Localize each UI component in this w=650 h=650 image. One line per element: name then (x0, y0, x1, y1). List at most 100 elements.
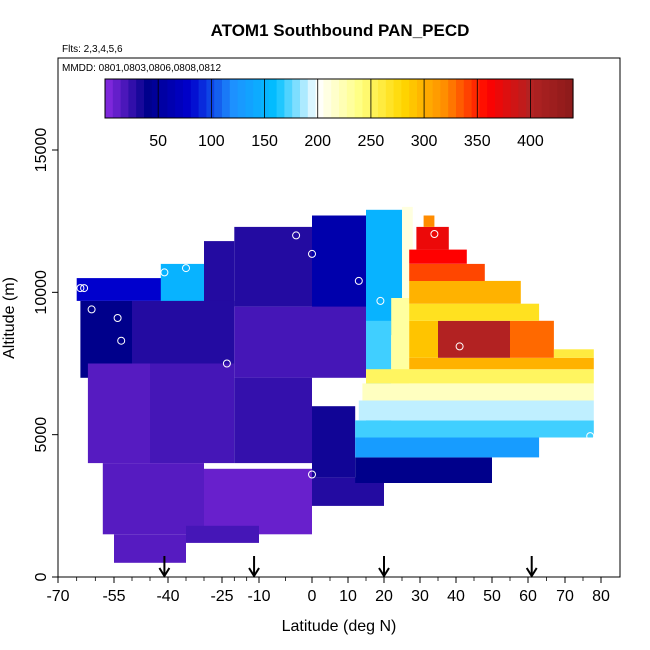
colorbar-segment (198, 79, 207, 118)
colorbar-segment (362, 79, 371, 118)
colorbar-segment (237, 79, 246, 118)
y-tick-label: 15000 (33, 128, 50, 173)
heatmap-cell (114, 534, 186, 563)
heatmap-cell (409, 280, 521, 304)
colorbar-segment (487, 79, 496, 118)
x-axis: -70 -55 -40 -25 -10 0 10 20 30 40 50 60 70 80 (46, 577, 610, 605)
heatmap-cell (366, 369, 594, 384)
colorbar-segment (229, 79, 239, 118)
chart-title: ATOM1 Southbound PAN_PECD (211, 21, 470, 40)
y-tick-label: 0 (33, 572, 50, 581)
colorbar-tick-label: 350 (464, 133, 491, 150)
heatmap-cell (402, 206, 413, 321)
heatmap-cell (355, 420, 594, 438)
x-axis-label: Latitude (deg N) (282, 618, 397, 635)
sample-circle-marker (80, 284, 89, 293)
colorbar: 50 100 150 200 250 300 350 400 (104, 78, 574, 150)
colorbar-segment (300, 79, 309, 118)
x-tick-label: 80 (592, 588, 610, 605)
colorbar-segment (159, 79, 168, 118)
sample-circle-marker (113, 314, 122, 322)
y-axis-label: Altitude (m) (1, 277, 18, 359)
heatmap-cell (358, 400, 594, 421)
down-arrow-head (158, 567, 171, 578)
x-tick-label: -55 (102, 588, 125, 605)
sample-circle-marker (354, 276, 363, 285)
colorbar-tick-label: 250 (358, 133, 385, 150)
plot-frame (57, 57, 621, 578)
heatmap-cell (204, 241, 235, 307)
colorbar-segment (167, 79, 176, 118)
sample-circle-marker (292, 231, 301, 240)
heatmap-cell (409, 303, 540, 321)
chart-subtitle-flights: Flts: 2,3,4,5,6 (62, 44, 123, 55)
heatmap-cell (150, 363, 235, 464)
heatmap-cell (510, 320, 554, 358)
colorbar-segment (105, 79, 114, 118)
colorbar-segment (510, 79, 519, 118)
x-tick-label: 10 (339, 588, 357, 605)
sample-circle-marker (222, 359, 231, 368)
heatmap-cell (409, 263, 485, 281)
x-tick-label: 60 (519, 588, 537, 605)
colorbar-tick-label: 150 (251, 133, 278, 150)
heatmap-cell (438, 320, 510, 358)
colorbar-segment (144, 79, 153, 118)
chart-subtitle-dates: MMDD: 0801,0803,0806,0808,0812 (62, 63, 221, 74)
colorbar-segment (432, 79, 441, 118)
x-tick-label: -40 (156, 588, 179, 605)
colorbar-segment (557, 79, 566, 118)
colorbar-segment (261, 79, 270, 118)
colorbar-segment (253, 79, 262, 118)
colorbar-segment (354, 79, 363, 118)
heatmap-cell (312, 215, 366, 321)
x-tick-label: 50 (483, 588, 501, 605)
colorbar-tick-label: 300 (411, 133, 438, 150)
colorbar-segment (222, 79, 231, 118)
colorbar-segment (378, 79, 387, 118)
heatmap-cell (234, 377, 312, 464)
colorbar-tick-label: 400 (517, 133, 544, 150)
down-arrow-head (378, 567, 390, 578)
colorbar-segment (136, 79, 145, 118)
colorbar-segment (315, 79, 324, 118)
x-tick-label: 40 (447, 588, 465, 605)
colorbar-segment (206, 79, 215, 118)
colorbar-segment (112, 79, 122, 118)
colorbar-segment (502, 79, 512, 118)
colorbar-segment (385, 79, 395, 118)
sample-circle-marker (182, 264, 190, 273)
down-arrow-head (525, 567, 538, 578)
heatmap-cell (391, 298, 410, 392)
colorbar-segment (463, 79, 473, 118)
colorbar-segment (541, 79, 551, 118)
x-tick-label: -10 (247, 588, 270, 605)
colorbar-segment (323, 79, 332, 118)
colorbar-segment (214, 79, 223, 118)
heatmap-cell (234, 306, 366, 378)
colorbar-segment (440, 79, 449, 118)
colorbar-segment (175, 79, 184, 118)
heatmap-cell (355, 457, 492, 483)
colorbar-segment (565, 79, 574, 118)
heatmap-cell (362, 383, 594, 401)
colorbar-segment (307, 79, 317, 118)
sample-circle-marker (117, 336, 126, 345)
x-tick-label: -70 (46, 588, 69, 605)
y-tick-label: 5000 (33, 417, 50, 453)
arrow-markers (158, 556, 538, 578)
colorbar-segment (346, 79, 356, 118)
colorbar-segment (151, 79, 161, 118)
colorbar-segment (183, 79, 192, 118)
down-arrow-head (248, 567, 260, 578)
colorbar-segment (276, 79, 285, 118)
heatmap-cell (102, 463, 204, 535)
colorbar-segment (456, 79, 465, 118)
colorbar-segment (448, 79, 457, 118)
heatmap-cell (132, 300, 235, 364)
sample-circle-marker (76, 284, 85, 293)
colorbar-segment (284, 79, 293, 118)
colorbar-segment (417, 79, 426, 118)
heatmap-cell (409, 320, 438, 358)
